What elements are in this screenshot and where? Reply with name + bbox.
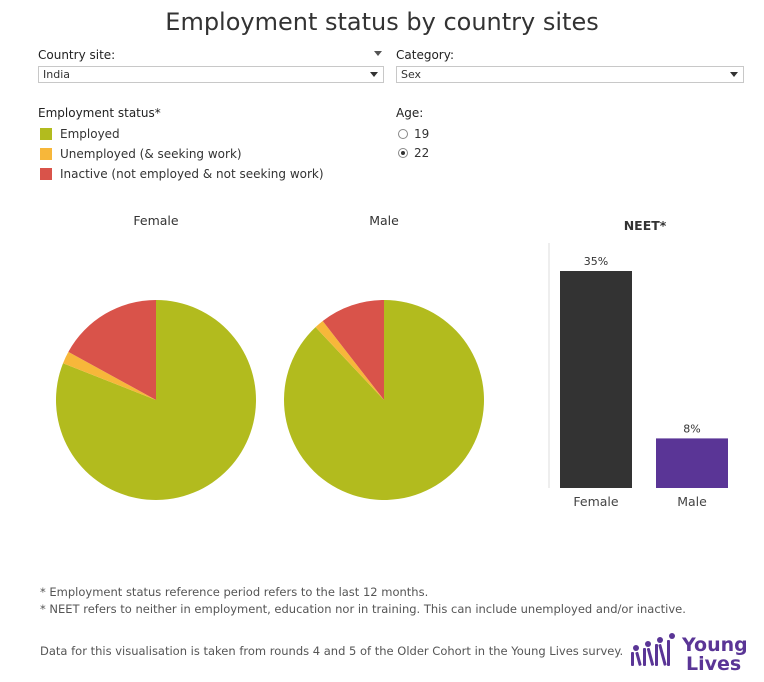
neet-bar[interactable] bbox=[560, 271, 632, 488]
legend-swatch bbox=[40, 148, 52, 160]
charts-canvas: Female Male NEET* 35% Female 8% Male bbox=[55, 213, 728, 509]
age-option-22[interactable]: 22 bbox=[398, 146, 429, 160]
neet-bar[interactable] bbox=[656, 438, 728, 488]
country-menu-icon[interactable] bbox=[374, 51, 382, 56]
logo-text-young: Young bbox=[681, 634, 746, 656]
category-value: Sex bbox=[401, 68, 422, 81]
female-pie bbox=[55, 300, 257, 500]
source-note: Data for this visualisation is taken fro… bbox=[40, 644, 624, 658]
legend-item-employed: Employed bbox=[40, 127, 120, 141]
legend-item-inactive: Inactive (not employed & not seeking wor… bbox=[40, 167, 324, 181]
male-pie-title: Male bbox=[369, 213, 399, 228]
country-site-value: India bbox=[43, 68, 70, 81]
pie-slice[interactable] bbox=[63, 351, 156, 400]
age-option-label: 22 bbox=[414, 146, 430, 160]
neet-bar-value-label: 8% bbox=[683, 422, 700, 435]
category-select[interactable]: Sex bbox=[396, 66, 744, 83]
neet-category-label: Male bbox=[677, 494, 707, 509]
legend-swatch bbox=[40, 128, 52, 140]
neet-bar-value-label: 35% bbox=[584, 255, 608, 268]
male-pie bbox=[284, 300, 485, 500]
age-label: Age: bbox=[396, 106, 424, 120]
legend-label: Employed bbox=[60, 127, 120, 141]
page-title: Employment status by country sites bbox=[165, 8, 599, 36]
age-option-label: 19 bbox=[414, 127, 430, 141]
radio-button[interactable] bbox=[398, 129, 408, 139]
country-site-select[interactable]: India bbox=[38, 66, 384, 83]
chevron-down-icon bbox=[370, 72, 378, 77]
neet-chart-title: NEET* bbox=[624, 218, 667, 233]
neet-category-label: Female bbox=[573, 494, 619, 509]
logo-text-lives: Lives bbox=[686, 653, 741, 675]
legend-label: Inactive (not employed & not seeking wor… bbox=[60, 167, 324, 181]
legend-label: Unemployed (& seeking work) bbox=[60, 147, 242, 161]
legend-title: Employment status* bbox=[38, 106, 161, 120]
radio-button-selected[interactable] bbox=[398, 148, 408, 158]
pie-slice[interactable] bbox=[68, 300, 156, 400]
legend-item-unemployed: Unemployed (& seeking work) bbox=[40, 147, 242, 161]
neet-bars: 35% Female 8% Male bbox=[560, 255, 728, 509]
chevron-down-icon bbox=[730, 72, 738, 77]
footnote-neet: * NEET refers to neither in employment, … bbox=[40, 602, 686, 616]
legend-swatch bbox=[40, 168, 52, 180]
footnote-employment: * Employment status reference period ref… bbox=[40, 585, 429, 599]
age-option-19[interactable]: 19 bbox=[398, 127, 429, 141]
pie-slice[interactable] bbox=[322, 300, 384, 400]
category-label: Category: bbox=[396, 48, 454, 62]
young-lives-logo: Young Lives bbox=[631, 633, 746, 675]
country-site-label: Country site: bbox=[38, 48, 116, 62]
logo-figures-icon bbox=[631, 633, 675, 666]
pie-slice[interactable] bbox=[315, 320, 384, 400]
female-pie-title: Female bbox=[133, 213, 179, 228]
